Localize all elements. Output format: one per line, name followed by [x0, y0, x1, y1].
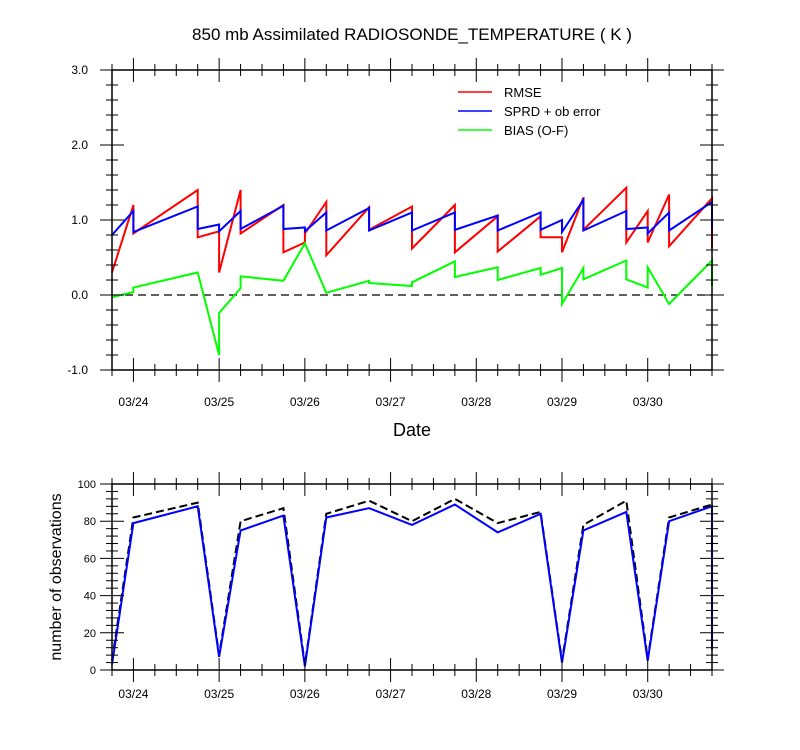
y-tick-label: 2.0: [71, 138, 88, 152]
y-axis-title: number of observations: [48, 493, 65, 660]
chart-title: 850 mb Assimilated RADIOSONDE_TEMPERATUR…: [192, 25, 632, 44]
x-tick-label: 03/26: [290, 687, 320, 701]
series-bias-o-f-line: [111, 241, 713, 356]
y-tick-label: 100: [78, 479, 96, 491]
x-tick-label: 03/29: [547, 687, 577, 701]
top-plot-frame: [111, 69, 713, 371]
y-tick-label: 0.0: [71, 288, 88, 302]
y-tick-label: 0: [90, 665, 96, 677]
y-tick-label: 3.0: [71, 63, 88, 77]
legend-label-bias: BIAS (O-F): [504, 123, 568, 138]
top-y-tick-labels: -1.0 0.0 1.0 2.0 3.0: [67, 63, 88, 377]
x-tick-label: 03/24: [118, 687, 148, 701]
series-sprd-ob-error-line: [111, 196, 713, 236]
y-tick-label: 80: [84, 516, 96, 528]
x-tick-label: 03/25: [204, 687, 234, 701]
top-chart: 850 mb Assimilated RADIOSONDE_TEMPERATUR…: [67, 25, 724, 440]
x-tick-label: 03/30: [633, 687, 663, 701]
x-tick-label: 03/27: [376, 687, 406, 701]
x-tick-label: 03/25: [204, 395, 234, 409]
x-axis-title: Date: [393, 420, 431, 440]
y-tick-label: 20: [84, 628, 96, 640]
x-tick-label: 03/26: [290, 395, 320, 409]
x-tick-label: 03/28: [461, 687, 491, 701]
y-tick-label: 40: [84, 591, 96, 603]
legend: RMSE SPRD + ob error BIAS (O-F): [458, 85, 601, 138]
legend-label-sprd: SPRD + ob error: [504, 104, 601, 119]
legend-label-rmse: RMSE: [504, 85, 542, 100]
y-tick-label: -1.0: [67, 363, 88, 377]
bot-series-solid-line: [111, 503, 713, 667]
x-tick-label: 03/30: [633, 395, 663, 409]
top-x-tick-labels: 03/24 03/25 03/26 03/27 03/28 03/29 03/30: [118, 395, 663, 409]
x-tick-label: 03/27: [376, 395, 406, 409]
x-tick-label: 03/29: [547, 395, 577, 409]
x-tick-label: 03/24: [118, 395, 148, 409]
bottom-y-tick-labels: 0 20 40 60 80 100: [78, 479, 96, 677]
bottom-plot-frame: [111, 483, 713, 671]
bottom-x-tick-labels: 03/24 03/25 03/26 03/27 03/28 03/29 03/30: [118, 687, 663, 701]
top-series-group: [111, 185, 713, 356]
series-rmse-line: [111, 185, 713, 273]
y-tick-label: 1.0: [71, 213, 88, 227]
bottom-series-group: [111, 497, 713, 667]
y-tick-label: 60: [84, 553, 96, 565]
bot-series-dashed-line: [111, 497, 713, 665]
x-tick-label: 03/28: [461, 395, 491, 409]
